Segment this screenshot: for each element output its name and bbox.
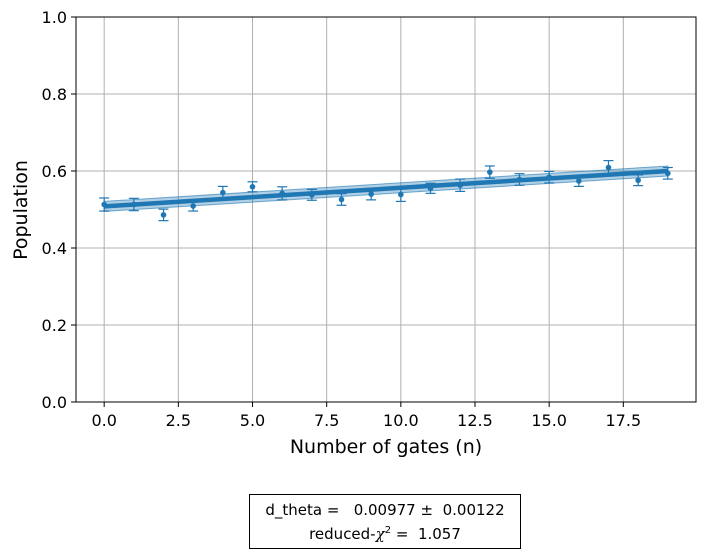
x-tick-label: 0.0 (91, 411, 116, 430)
x-axis-ticks: 0.0 2.5 5.0 7.5 10.0 12.5 15.0 17.5 (91, 402, 641, 430)
plot-frame (75, 16, 697, 403)
y-tick-label: 0.0 (42, 393, 67, 412)
x-tick-label: 12.5 (457, 411, 493, 430)
data-point (665, 170, 671, 177)
data-point (368, 191, 374, 197)
fit-result-box: d_theta = 0.00977 ± 0.00122 reduced-χ2 =… (249, 494, 521, 549)
y-tick-label: 0.6 (42, 162, 67, 181)
data-point (487, 169, 493, 175)
data-points (101, 164, 671, 218)
data-point (427, 185, 434, 192)
data-point (131, 201, 137, 208)
fit-parameter-text: d_theta = 0.00977 ± 0.00122 (265, 500, 505, 519)
x-tick-label: 10.0 (383, 411, 419, 430)
data-point (576, 178, 582, 184)
y-axis-ticks: 0.0 0.2 0.4 0.6 0.8 1.0 (42, 8, 76, 412)
reduced-chi-squared-text: reduced-χ2 = 1.057 (309, 522, 461, 546)
data-point (160, 212, 167, 218)
data-point (190, 203, 196, 209)
x-tick-label: 15.0 (531, 411, 567, 430)
y-tick-label: 0.2 (42, 316, 67, 335)
data-point (220, 189, 226, 196)
data-point (309, 192, 315, 198)
y-tick-label: 0.4 (42, 239, 67, 258)
x-axis-label: Number of gates (n) (290, 436, 482, 458)
data-point (101, 201, 107, 208)
y-tick-label: 1.0 (42, 8, 67, 27)
grid-lines (76, 16, 696, 403)
chi-superscript: 2 (384, 524, 392, 536)
x-tick-label: 17.5 (606, 411, 642, 430)
data-point (338, 196, 345, 203)
reduced-chi-value: = 1.057 (391, 524, 461, 543)
data-point (546, 174, 552, 180)
data-point (635, 177, 641, 184)
y-axis-label: Population (10, 160, 32, 260)
data-point (516, 176, 523, 183)
x-tick-label: 5.0 (240, 411, 265, 430)
x-tick-label: 7.5 (314, 411, 339, 430)
chi-symbol: χ (375, 524, 385, 543)
data-point (398, 191, 404, 198)
data-point (249, 183, 256, 190)
data-point (457, 182, 463, 189)
reduced-chi-prefix: reduced- (309, 524, 376, 543)
y-tick-label: 0.8 (42, 85, 67, 104)
x-tick-label: 2.5 (166, 411, 191, 430)
data-point (279, 190, 285, 197)
data-point (605, 164, 612, 171)
